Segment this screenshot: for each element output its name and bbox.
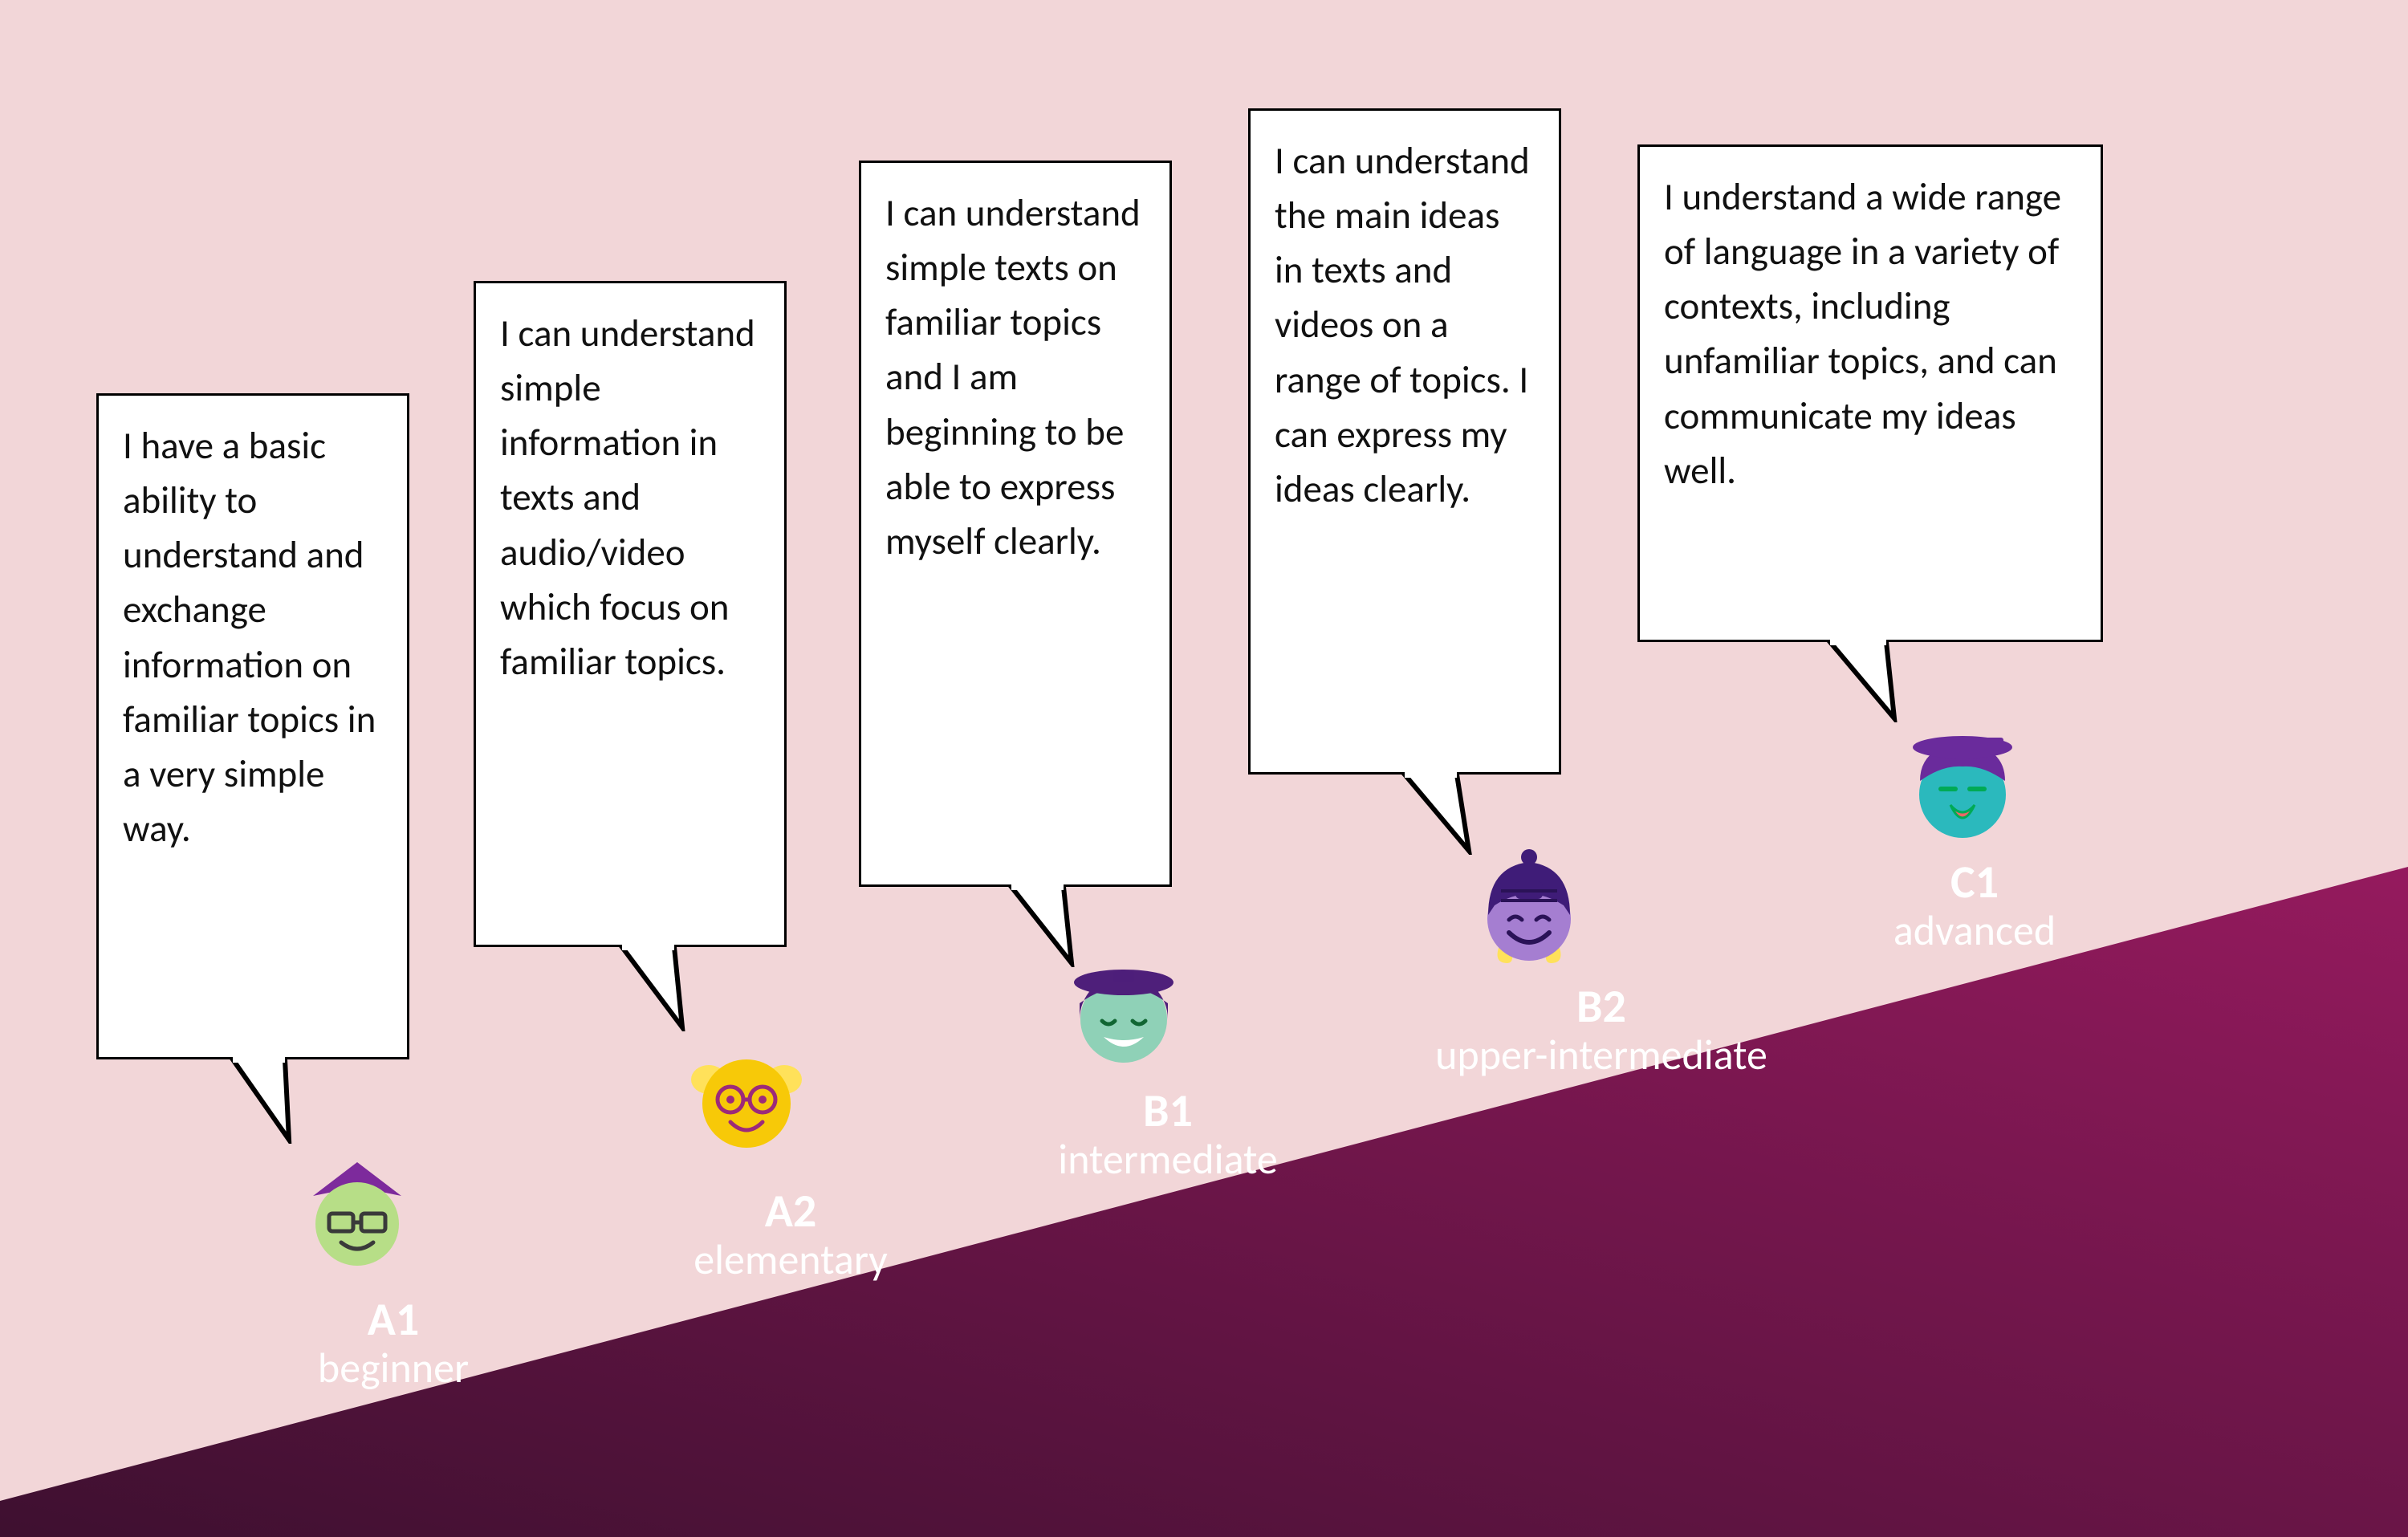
level-label-a2: A2elementary	[646, 1188, 935, 1284]
level-code: C1	[1838, 859, 2111, 905]
speech-bubble-c1: I understand a wide range of language in…	[1637, 144, 2103, 642]
infographic-stage: I have a basic ability to understand and…	[0, 0, 2408, 1537]
bubble-text: I can understand simple information in t…	[500, 306, 760, 689]
speech-tail	[1826, 638, 1898, 722]
level-label-a1: A1beginner	[273, 1296, 514, 1393]
avatar-b2	[1469, 843, 1589, 963]
level-name: upper-intermediate	[1361, 1031, 1842, 1080]
level-label-b1: B1intermediate	[999, 1088, 1336, 1184]
speech-bubble-a1: I have a basic ability to understand and…	[96, 393, 409, 1059]
avatar-c1	[1902, 718, 2023, 839]
avatar-a2	[686, 1035, 807, 1156]
level-code: A1	[273, 1296, 514, 1343]
bubble-text: I can understand the main ideas in texts…	[1275, 133, 1535, 516]
speech-bubble-a2: I can understand simple information in t…	[474, 281, 787, 947]
bubble-text: I understand a wide range of language in…	[1664, 169, 2076, 498]
avatar-b1	[1064, 947, 1184, 1067]
bubble-text: I have a basic ability to understand and…	[123, 418, 383, 856]
speech-tail	[618, 943, 686, 1031]
level-name: elementary	[646, 1236, 935, 1284]
level-label-b2: B2upper-intermediate	[1361, 983, 1842, 1080]
speech-tail	[229, 1055, 293, 1144]
speech-tail	[1401, 771, 1473, 855]
level-label-c1: C1advanced	[1838, 859, 2111, 955]
level-code: A2	[646, 1188, 935, 1234]
level-code: B1	[999, 1088, 1336, 1134]
speech-bubble-b1: I can understand simple texts on familia…	[859, 161, 1172, 887]
level-code: B2	[1361, 983, 1842, 1030]
level-name: beginner	[273, 1344, 514, 1393]
speech-bubble-b2: I can understand the main ideas in texts…	[1248, 108, 1561, 775]
bubble-text: I can understand simple texts on familia…	[885, 185, 1145, 568]
avatar-a1	[297, 1148, 417, 1268]
level-name: advanced	[1838, 907, 2111, 955]
level-name: intermediate	[999, 1136, 1336, 1184]
